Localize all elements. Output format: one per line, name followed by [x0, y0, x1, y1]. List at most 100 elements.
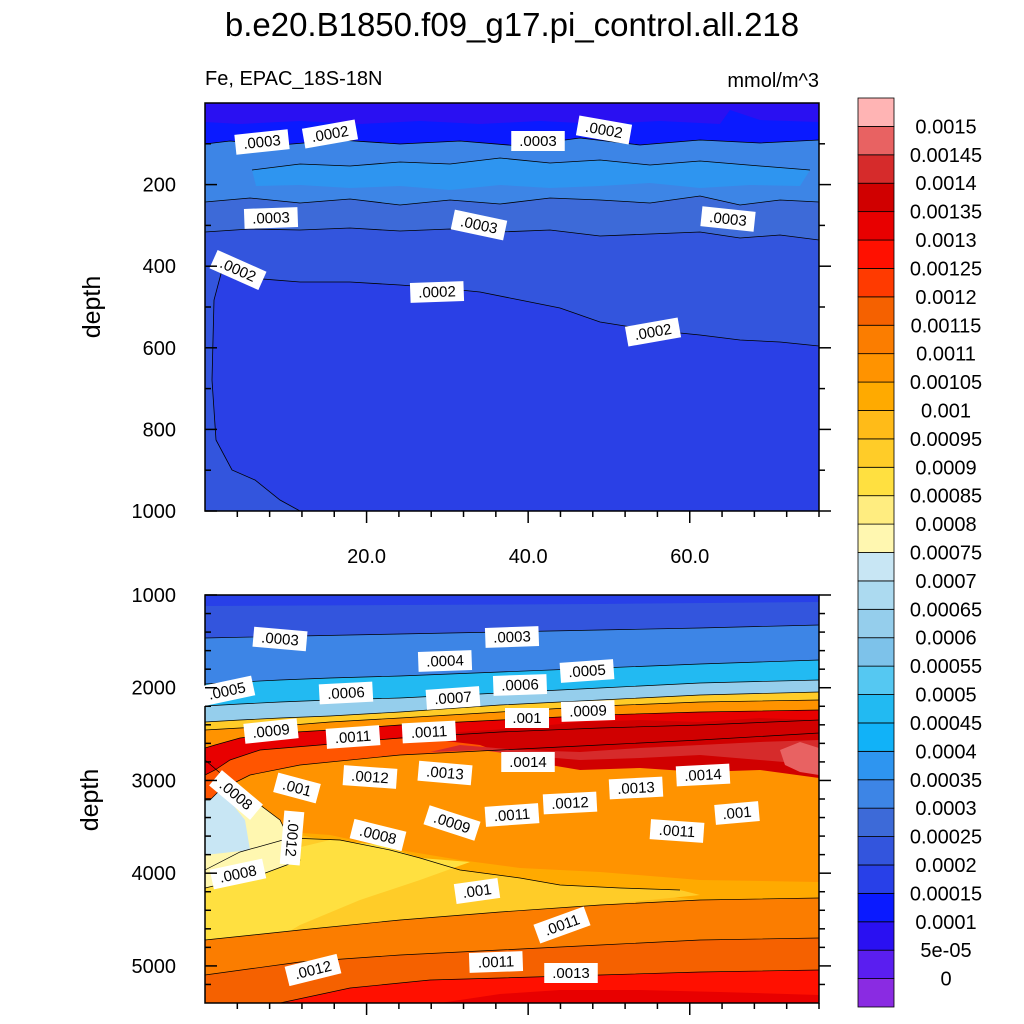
colorbar-label: 0.00105	[910, 372, 982, 394]
contour-label-text: .0003	[261, 629, 300, 649]
contour-label: .0006	[492, 674, 548, 696]
contour-label-box	[533, 906, 591, 944]
colorbar-swatch	[857, 97, 895, 127]
contour-label-box	[608, 776, 664, 800]
colorbar-swatch	[857, 836, 895, 866]
contour-label-text: .0013	[617, 779, 655, 798]
contour-label-text: .0004	[426, 652, 464, 670]
contour-label-text: .0009	[251, 721, 290, 742]
contour-label-box	[417, 650, 473, 672]
contour-label-box	[542, 791, 598, 815]
contour-label-text: .0011	[493, 806, 531, 826]
contour-label: .0011	[468, 951, 524, 973]
colorbar-swatch	[857, 694, 895, 724]
colorbar-swatch	[857, 211, 895, 241]
colorbar-label: 0.0015	[915, 116, 976, 138]
contour-label-text: .0012	[281, 819, 301, 858]
contour-label: .0003	[243, 207, 299, 229]
contour-label-box	[209, 858, 267, 890]
colorbar-label: 0.001	[921, 400, 971, 422]
contour-label-text: .0014	[684, 766, 722, 785]
contour-label-box	[401, 720, 457, 744]
top-y-tick-label: 200	[143, 175, 176, 197]
colorbar: 0 5e-05 0.0001 0.00015 0.0002 0.00025 0.0003 0.…	[857, 97, 982, 1008]
contour-label-text: .0002	[310, 123, 350, 146]
contour-label-box	[423, 805, 481, 841]
bottom-contour-line	[205, 679, 819, 707]
contour-label-box	[279, 810, 305, 866]
units-label: mmol/m^3	[727, 70, 819, 92]
contour-label-text: .0003	[252, 209, 290, 227]
colorbar-label: 0.00125	[910, 258, 982, 280]
colorbar-swatch	[857, 949, 895, 979]
contour-label: .001	[453, 878, 501, 904]
contour-label-text: .0003	[493, 628, 531, 646]
colorbar-swatch	[857, 296, 895, 326]
contour-label-box	[468, 951, 524, 973]
colorbar-label: 0.00035	[910, 770, 982, 792]
contour-label-box	[511, 131, 565, 151]
colorbar-swatch	[857, 978, 895, 1008]
contour-label: .0011	[484, 803, 540, 827]
top-y-axis-label: depth	[78, 276, 106, 339]
colorbar-swatch	[857, 381, 895, 411]
bottom-y-tick-label: 1000	[132, 585, 177, 607]
contour-label-box	[453, 878, 501, 904]
colorbar-label: 0.0007	[915, 571, 976, 593]
contour-label-box	[675, 763, 731, 787]
contour-label-text: .0012	[551, 794, 589, 813]
contour-label: .0013	[417, 760, 473, 786]
contour-label-box	[234, 129, 290, 155]
contour-label-box	[544, 963, 598, 983]
top-y-tick-label: 400	[143, 256, 176, 278]
colorbar-label: 0.00025	[910, 827, 982, 849]
contour-label: .0002	[301, 119, 359, 149]
colorbar-swatch	[857, 750, 895, 781]
contour-label-text: .001	[722, 804, 753, 823]
colorbar-swatch	[857, 722, 895, 752]
contour-label: .0012	[342, 765, 398, 789]
bottom-band-r	[780, 742, 819, 775]
colorbar-swatch	[857, 580, 895, 610]
bottom-contour-line	[205, 659, 819, 685]
colorbar-label: 0.0003	[915, 798, 976, 820]
contour-label-box	[198, 675, 256, 707]
colorbar-swatch	[857, 892, 895, 923]
contour-label-box	[243, 718, 299, 744]
contour-label-box	[209, 770, 263, 820]
contour-label-box	[560, 700, 616, 722]
colorbar-label: 0.0001	[915, 912, 976, 934]
contour-label-text: .0009	[569, 702, 607, 720]
bottom-contour-line	[205, 732, 819, 801]
top-x-tick-label: 20.0	[347, 546, 386, 568]
contour-label-box	[417, 760, 473, 786]
contour-label-box	[284, 953, 342, 987]
bottom-band-i	[300, 718, 819, 778]
top-y-tick-label: 800	[143, 419, 176, 441]
bottom-panel: .0003.0003.0004.0005.0005.0006.0006.0007…	[76, 585, 831, 1015]
colorbar-swatch	[857, 438, 895, 468]
colorbar-label: 0.00065	[910, 599, 982, 621]
bottom-band-f	[205, 780, 250, 855]
contour-label: .0011	[401, 720, 457, 744]
contour-label-text: .0013	[552, 965, 590, 982]
contour-label-text: .0002	[633, 321, 673, 344]
contour-label: .0002	[624, 317, 682, 347]
contour-label-box	[273, 772, 321, 804]
contour-label: .0003	[234, 129, 290, 155]
contour-label-box	[649, 819, 705, 843]
contour-label-text: .0014	[509, 754, 547, 771]
bottom-contour-line	[205, 897, 819, 941]
contour-label-text: .0003	[708, 209, 747, 230]
colorbar-swatch	[857, 268, 895, 298]
contour-label: .0014	[675, 763, 731, 787]
contour-label-text: .0012	[351, 768, 390, 788]
bottom-contour-line	[205, 691, 819, 723]
chart-title: b.e20.B1850.f09_g17.pi_control.all.218	[225, 6, 799, 43]
contour-label-text: .0007	[434, 689, 473, 709]
bottom-band-v	[440, 990, 819, 1003]
top-band-g	[205, 103, 819, 124]
contour-label: .0005	[559, 659, 615, 683]
contour-label: .0003	[511, 131, 565, 151]
